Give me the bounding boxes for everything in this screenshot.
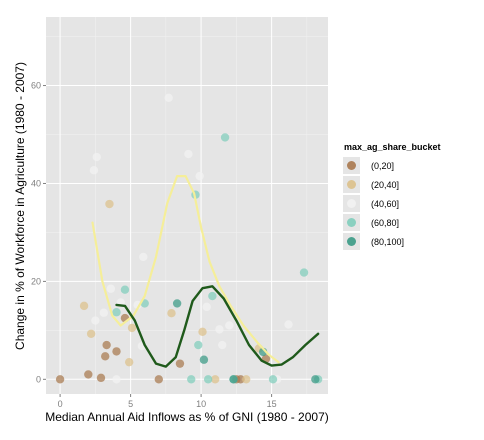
legend-swatch xyxy=(347,237,356,246)
smooth-line xyxy=(115,285,320,368)
legend-swatch xyxy=(347,199,356,208)
data-point xyxy=(127,323,137,333)
data-point xyxy=(299,268,309,277)
data-point xyxy=(86,329,96,338)
data-point xyxy=(164,93,173,102)
data-point xyxy=(215,325,224,334)
data-point xyxy=(154,375,163,384)
data-point xyxy=(242,375,251,384)
points xyxy=(55,93,323,384)
data-point xyxy=(225,321,234,330)
data-point xyxy=(112,308,121,317)
data-point xyxy=(184,149,193,159)
legend-swatch xyxy=(347,180,356,189)
data-point xyxy=(268,375,278,384)
data-point xyxy=(124,357,134,367)
x-tick-label: 10 xyxy=(196,399,206,409)
y-tick-label: 0 xyxy=(36,374,41,384)
data-point xyxy=(199,355,209,364)
data-point xyxy=(284,320,293,329)
data-point xyxy=(311,375,320,384)
legend-label: (0,20] xyxy=(371,161,394,171)
data-point xyxy=(139,252,148,262)
legend-label: (60,80] xyxy=(371,218,399,228)
data-point xyxy=(89,166,99,175)
data-point xyxy=(175,359,185,368)
smooth-lines xyxy=(91,175,320,368)
legend-title: max_ag_share_bucket xyxy=(344,142,441,152)
data-point xyxy=(220,133,230,142)
legend-swatch xyxy=(347,161,356,170)
legend-swatch xyxy=(347,218,356,227)
data-point xyxy=(112,347,121,356)
x-tick-label: 5 xyxy=(128,399,133,409)
legend-label: (80,100] xyxy=(371,237,404,247)
data-point xyxy=(167,309,176,318)
y-tick-label: 20 xyxy=(31,276,41,286)
x-tick-label: 15 xyxy=(267,399,277,409)
data-point xyxy=(202,302,211,312)
x-tick-label: 0 xyxy=(58,399,63,409)
panel-background xyxy=(46,17,328,394)
legend-items: (0,20] (20,40] (40,60] (60,80] (80,100] xyxy=(343,157,404,250)
y-axis-label: Change in % of Workforce in Agriculture … xyxy=(13,62,27,350)
data-point xyxy=(211,375,220,384)
data-point xyxy=(195,171,204,181)
data-point xyxy=(105,199,114,209)
y-tick-label: 40 xyxy=(31,178,41,188)
legend-label: (40,60] xyxy=(371,199,399,209)
data-point xyxy=(194,340,203,350)
data-point xyxy=(91,316,100,325)
data-point xyxy=(92,152,101,162)
legend: max_ag_share_bucket (0,20] (20,40] (40,60]… xyxy=(343,142,441,250)
data-point xyxy=(101,352,110,361)
data-point xyxy=(102,340,111,350)
data-point xyxy=(55,375,65,384)
smooth-line xyxy=(91,175,280,364)
data-point xyxy=(208,291,217,301)
data-point xyxy=(198,327,207,337)
data-point xyxy=(120,285,130,294)
data-point xyxy=(112,375,121,384)
data-point xyxy=(218,340,227,350)
data-point xyxy=(96,373,106,383)
data-point xyxy=(229,375,238,384)
x-axis-label: Median Annual Aid Inflows as % of GNI (1… xyxy=(45,410,329,424)
data-point xyxy=(84,370,93,379)
data-point xyxy=(106,284,116,293)
data-point xyxy=(187,375,196,384)
data-point xyxy=(99,308,109,317)
axes: 0 5 10 15 0 20 40 60 xyxy=(31,81,277,409)
data-point xyxy=(79,301,89,311)
data-point xyxy=(203,375,213,384)
legend-label: (20,40] xyxy=(371,180,399,190)
y-tick-label: 60 xyxy=(31,81,41,91)
data-point xyxy=(172,299,182,308)
